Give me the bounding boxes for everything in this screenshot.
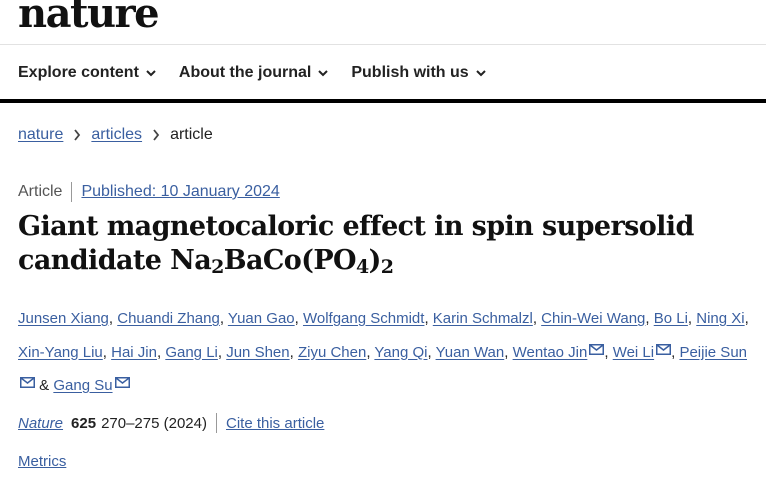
navbar-bottom-border <box>0 99 766 103</box>
author-list: Junsen Xiang, Chuandi Zhang, Yuan Gao, W… <box>18 303 756 402</box>
author-link[interactable]: Gang Su <box>53 377 113 394</box>
title-text: BaCo(PO <box>223 245 357 276</box>
nav-publish-with-us-label: Publish with us <box>351 64 469 81</box>
metrics-link[interactable]: Metrics <box>18 453 67 470</box>
mail-icon[interactable] <box>589 335 605 367</box>
nav-publish-with-us[interactable]: Publish with us <box>351 62 486 84</box>
author-link[interactable]: Bo Li <box>653 310 688 327</box>
mail-icon[interactable] <box>656 335 672 367</box>
breadcrumb-link-nature[interactable]: nature <box>18 126 64 143</box>
breadcrumb-link-articles[interactable]: articles <box>91 126 143 143</box>
title-subscript: 2 <box>380 256 394 278</box>
mail-icon[interactable] <box>20 368 35 400</box>
article-meta: Article Published: 10 January 2024 <box>18 182 280 202</box>
chevron-down-icon <box>318 70 329 77</box>
chevron-right-icon <box>153 129 160 141</box>
author-link[interactable]: Jun Shen <box>226 343 290 361</box>
mail-icon[interactable] <box>114 368 130 400</box>
nav-explore-content-label: Explore content <box>18 64 139 81</box>
breadcrumb-current: article <box>170 126 213 143</box>
site-logo[interactable]: nature <box>18 0 160 37</box>
author-link[interactable]: Chuandi Zhang <box>117 310 220 327</box>
author-link[interactable]: Yuan Wan <box>435 343 505 361</box>
author-link[interactable]: Yuan Gao <box>227 310 295 327</box>
author-link[interactable]: Wei Li <box>612 343 655 361</box>
author-link[interactable]: Hai Jin <box>111 343 157 361</box>
author-link[interactable]: Chin-Wei Wang <box>541 310 646 327</box>
title-text: Giant magnetocaloric effect in spin supe… <box>18 211 694 276</box>
header-divider <box>0 44 766 45</box>
author-link[interactable]: Karin Schmalzl <box>432 310 533 327</box>
chevron-down-icon <box>146 70 156 77</box>
author-link[interactable]: Ziyu Chen <box>297 343 367 361</box>
nav-about-journal-label: About the journal <box>178 64 312 81</box>
author-link[interactable]: Junsen Xiang <box>18 310 109 327</box>
author-link[interactable]: Wentao Jin <box>512 343 588 361</box>
author-link[interactable]: Peijie Sun <box>679 343 747 361</box>
nav-explore-content[interactable]: Explore content <box>18 62 157 84</box>
main-nav: Explore content About the journal Publis… <box>18 62 509 84</box>
title-subscript: 4 <box>355 256 369 278</box>
author-link[interactable]: Yang Qi <box>374 343 428 361</box>
chevron-right-icon <box>74 129 81 141</box>
citation-line: Nature 625 270–275 (2024) Cite this arti… <box>18 413 324 433</box>
article-title: Giant magnetocaloric effect in spin supe… <box>18 210 758 278</box>
published-date-link[interactable]: Published: 10 January 2024 <box>81 183 280 200</box>
cite-this-article-link[interactable]: Cite this article <box>226 414 325 432</box>
title-text: ) <box>368 245 382 276</box>
article-type: Article <box>18 182 73 202</box>
journal-volume: 625 <box>71 414 97 432</box>
breadcrumb: nature articles article <box>18 126 213 144</box>
author-link[interactable]: Ning Xi <box>696 310 745 327</box>
author-link[interactable]: Wolfgang Schmidt <box>302 310 425 327</box>
metrics-section: Metrics <box>18 453 66 470</box>
author-link[interactable]: Xin-Yang Liu <box>18 343 103 361</box>
nav-about-journal[interactable]: About the journal <box>179 62 329 84</box>
citation-divider <box>216 413 217 433</box>
chevron-down-icon <box>475 70 486 77</box>
journal-pages-year: 270–275 (2024) <box>101 414 207 432</box>
title-subscript: 2 <box>211 256 224 278</box>
author-link[interactable]: Gang Li <box>165 343 218 361</box>
journal-name-link[interactable]: Nature <box>18 414 64 432</box>
